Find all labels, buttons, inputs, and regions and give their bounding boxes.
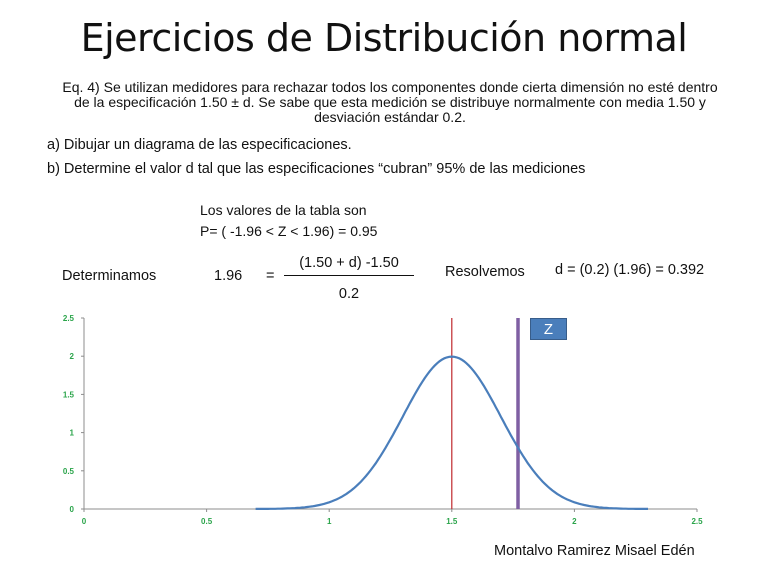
fraction-bar	[284, 275, 414, 276]
x-tick-label: 0.5	[201, 517, 213, 526]
y-tick-label: 0.5	[63, 467, 75, 476]
probability-statement: P= ( -1.96 < Z < 1.96) = 0.95	[200, 223, 378, 239]
slide-title: Ejercicios de Distribución normal	[80, 16, 688, 60]
determinamos-label: Determinamos	[62, 268, 157, 284]
item-b: b) Determine el valor d tal que las espe…	[47, 161, 586, 177]
chart-vertical-lines	[451, 318, 520, 509]
chart-tick-labels: 0 0.5 1 1.5 2 2.5 0 0.5 1 1.5 2 2.5	[63, 314, 703, 526]
x-tick-label: 1.5	[446, 517, 458, 526]
z-label-box: Z	[530, 318, 567, 340]
x-tick-label: 2.5	[691, 517, 703, 526]
y-tick-label: 1	[70, 429, 75, 438]
normal-curve	[255, 355, 648, 510]
fraction-numerator: (1.50 + d) -1.50	[299, 255, 399, 271]
problem-statement: Eq. 4) Se utilizan medidores para rechaz…	[62, 79, 718, 125]
equation-lhs: 1.96	[214, 268, 243, 284]
y-tick-label: 1.5	[63, 390, 75, 399]
item-a: a) Dibujar un diagrama de las especifica…	[47, 137, 352, 153]
resolvemos-label: Resolvemos	[445, 264, 525, 280]
y-tick-label: 2	[70, 352, 75, 361]
equals-sign: =	[266, 268, 275, 284]
table-values-label: Los valores de la tabla son	[200, 202, 367, 218]
author-name: Montalvo Ramirez Misael Edén	[494, 543, 695, 559]
x-tick-label: 0	[82, 517, 87, 526]
result-expression: d = (0.2) (1.96) = 0.392	[555, 262, 705, 278]
fraction-denominator: 0.2	[338, 286, 360, 302]
x-tick-label: 1	[327, 517, 332, 526]
x-tick-label: 2	[572, 517, 577, 526]
y-tick-label: 2.5	[63, 314, 75, 323]
y-tick-label: 0	[70, 505, 75, 514]
normal-distribution-chart: 0 0.5 1 1.5 2 2.5 0 0.5 1 1.5 2 2.5	[63, 314, 703, 526]
chart-axes	[81, 317, 698, 512]
